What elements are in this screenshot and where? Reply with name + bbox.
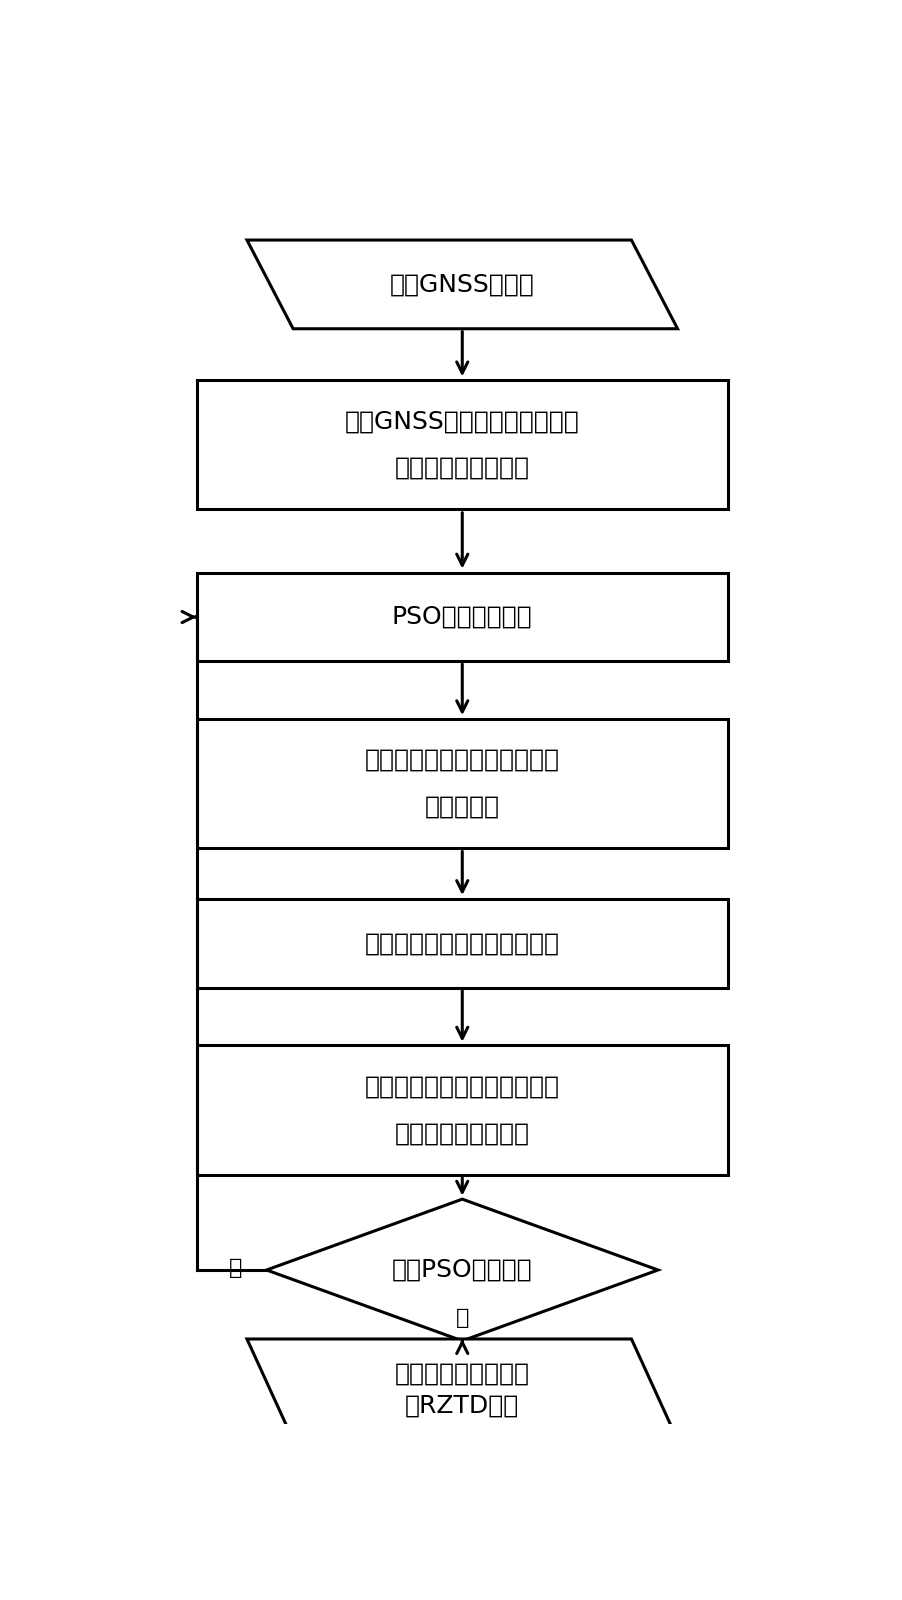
Polygon shape — [267, 1198, 658, 1341]
Text: 更新各粒子历史最优解和种群: 更新各粒子历史最优解和种群 — [364, 749, 560, 773]
Polygon shape — [247, 1339, 677, 1440]
Bar — [197, 899, 728, 987]
Polygon shape — [247, 240, 677, 328]
Text: 输出监测点三维坐标: 输出监测点三维坐标 — [395, 1362, 529, 1386]
Text: 满足PSO收敛条件: 满足PSO收敛条件 — [392, 1258, 532, 1282]
Text: 相对对流层投影系数: 相对对流层投影系数 — [395, 456, 529, 480]
Bar — [197, 379, 728, 509]
Bar — [197, 718, 728, 848]
Text: PSO初始粒子生成: PSO初始粒子生成 — [392, 605, 532, 629]
Bar — [197, 573, 728, 661]
Text: 是: 是 — [456, 1309, 469, 1328]
Text: 历史最优解: 历史最优解 — [425, 795, 500, 819]
Text: 及RZTD参数: 及RZTD参数 — [405, 1394, 520, 1418]
Text: 否: 否 — [228, 1258, 242, 1277]
Bar — [197, 1045, 728, 1174]
Text: 输入GNSS观测值: 输入GNSS观测值 — [390, 272, 535, 296]
Text: 优群体进行均匀变异: 优群体进行均匀变异 — [395, 1122, 529, 1146]
Text: 对群体采用分群策略，并对最: 对群体采用分群策略，并对最 — [364, 1075, 560, 1099]
Text: 计算GNSS双差观测值及对应的: 计算GNSS双差观测值及对应的 — [345, 410, 580, 434]
Text: 更新所有粒子位置和速度信息: 更新所有粒子位置和速度信息 — [364, 931, 560, 955]
